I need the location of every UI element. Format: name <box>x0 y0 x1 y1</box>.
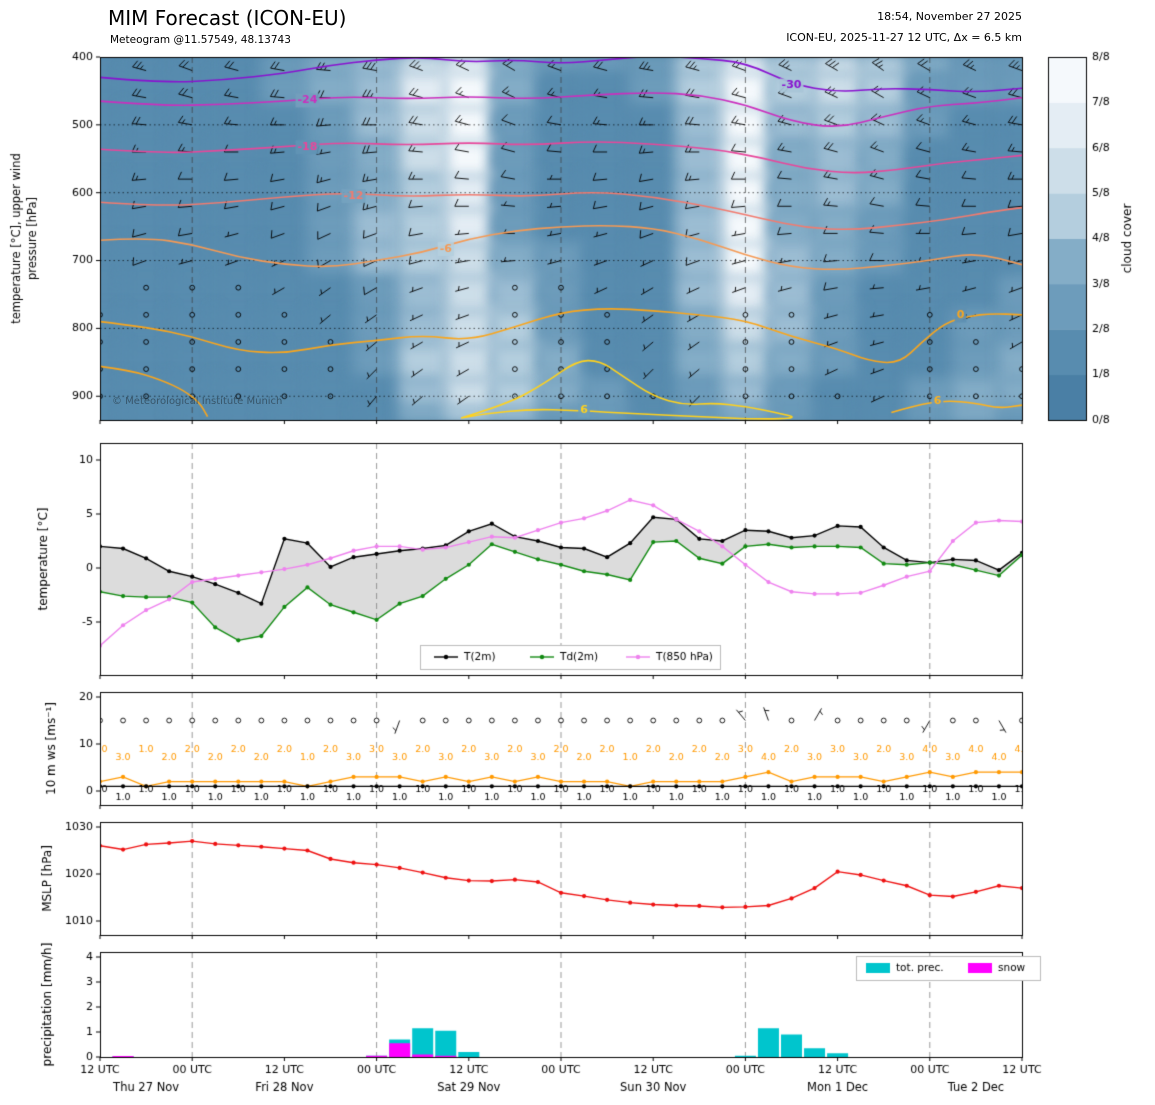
page-title: MIM Forecast (ICON-EU) <box>108 6 347 30</box>
generated-datetime: 18:54, November 27 2025 <box>877 10 1022 23</box>
watermark: © Meteorological Institute Munich <box>112 396 283 407</box>
model-run-info: ICON-EU, 2025-11-27 12 UTC, Δx = 6.5 km <box>786 31 1022 44</box>
coords-subtitle: Meteogram @11.57549, 48.13743 <box>110 34 291 46</box>
